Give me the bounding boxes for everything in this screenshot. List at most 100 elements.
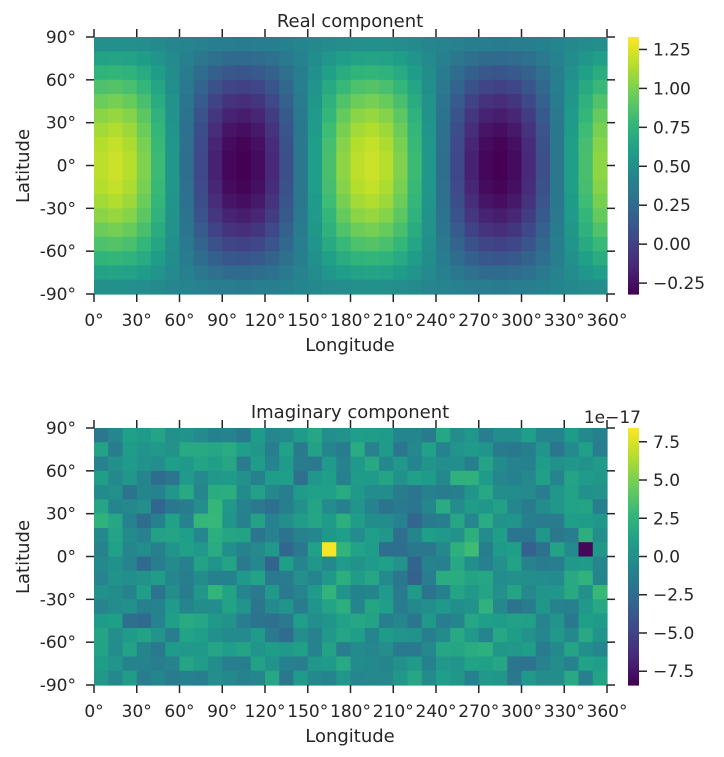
real-cell	[293, 94, 309, 109]
real-colorbar-segment	[628, 92, 639, 96]
imaginary-cell	[578, 627, 594, 643]
real-cell	[336, 108, 352, 124]
real-cell	[493, 151, 508, 167]
imaginary-cell	[592, 642, 608, 658]
imaginary-cell	[464, 527, 480, 543]
real-cell	[265, 136, 280, 152]
real-cell	[307, 194, 323, 209]
real-cell	[436, 94, 451, 109]
imaginary-cell	[478, 627, 494, 643]
real-cell	[193, 65, 209, 81]
real-cell	[436, 194, 451, 209]
imaginary-cell	[379, 670, 394, 686]
real-cell	[265, 65, 280, 81]
real-cell	[507, 151, 523, 167]
imaginary-colorbar-segment	[628, 586, 639, 590]
real-cell	[436, 65, 451, 81]
imaginary-cell	[279, 570, 295, 586]
imaginary-cell	[564, 542, 580, 558]
imaginary-colorbar-segment	[628, 682, 639, 686]
imaginary-colorbar-segment	[628, 642, 639, 645]
imaginary-cell	[222, 585, 238, 600]
imaginary-cell	[450, 442, 466, 458]
real-cell	[279, 79, 295, 95]
real-cell	[350, 136, 366, 152]
real-cell	[493, 108, 508, 124]
imaginary-cell	[208, 542, 223, 558]
imaginary-colorbar-segment	[628, 659, 639, 663]
imaginary-cell	[279, 556, 295, 572]
imaginary-cell	[478, 428, 494, 443]
real-cell	[208, 179, 223, 195]
imaginary-cell	[179, 470, 195, 486]
imaginary-cell	[550, 656, 565, 672]
real-colorbar-segment	[628, 99, 639, 102]
imaginary-cell	[550, 556, 565, 572]
imaginary-colorbar-segment	[628, 494, 639, 498]
imaginary-cell	[592, 556, 608, 572]
real-cell	[193, 222, 209, 238]
real-cell	[179, 165, 195, 181]
real-axes: 0° 30° 60° 90° 120° 150° 180° 210° 240° 270° 300° 3…	[40, 28, 628, 331]
real-cell	[478, 136, 494, 152]
real-cell	[122, 65, 138, 81]
real-cell	[122, 151, 138, 167]
imaginary-cell	[122, 656, 138, 672]
imaginary-cell	[136, 656, 152, 672]
real-xtick-label: 300°	[501, 311, 542, 331]
imaginary-cell	[350, 556, 366, 572]
real-cell	[350, 65, 366, 81]
real-cell	[493, 122, 508, 138]
imaginary-colorbar-segment	[628, 558, 639, 562]
real-cell	[393, 251, 409, 267]
imaginary-cell	[564, 513, 580, 529]
real-cell	[279, 179, 295, 195]
real-colorbar-segment	[628, 139, 639, 143]
imaginary-cell	[421, 570, 437, 586]
imaginary-cell	[436, 642, 451, 658]
real-cell	[94, 108, 109, 124]
real-cell	[564, 165, 580, 181]
real-cell	[136, 179, 152, 195]
real-cell	[165, 79, 181, 95]
real-colorbar-segment	[628, 283, 639, 287]
real-xtick-label: 360°	[587, 311, 628, 331]
real-cell	[592, 165, 608, 181]
imaginary-cell	[478, 485, 494, 500]
real-cell	[550, 208, 565, 224]
imaginary-cell	[151, 485, 166, 500]
imaginary-cell	[407, 513, 423, 529]
real-cell	[592, 79, 608, 95]
imaginary-cell	[507, 599, 523, 615]
imaginary-ytick-label: 30°	[46, 505, 76, 525]
imaginary-cell	[151, 499, 166, 515]
imaginary-cell	[578, 513, 594, 529]
imaginary-cell	[265, 485, 280, 500]
imaginary-cell	[507, 442, 523, 458]
imaginary-cell	[151, 470, 166, 486]
imaginary-cell	[507, 585, 523, 600]
real-cell	[464, 65, 480, 81]
imaginary-cell	[364, 470, 380, 486]
imaginary-cell	[535, 642, 551, 658]
real-cell	[407, 165, 423, 181]
imaginary-cell	[236, 527, 252, 543]
real-cell	[379, 65, 394, 81]
imaginary-cell	[122, 556, 138, 572]
real-cell	[336, 37, 352, 52]
imaginary-cell	[193, 442, 209, 458]
imaginary-cell	[592, 570, 608, 586]
imaginary-cell	[550, 613, 565, 629]
real-cell	[350, 108, 366, 124]
real-colorbar-segment	[628, 71, 639, 75]
imaginary-colorbar-segment	[628, 528, 639, 532]
imaginary-cell	[379, 442, 394, 458]
imaginary-cell	[208, 670, 223, 686]
imaginary-cell	[208, 570, 223, 586]
imaginary-cell	[94, 499, 109, 515]
imaginary-cell	[336, 570, 352, 586]
imaginary-xtick-label: 360°	[587, 702, 628, 722]
imaginary-cell	[250, 613, 266, 629]
imaginary-cell	[592, 627, 608, 643]
imaginary-colorbar-segment	[628, 646, 639, 650]
